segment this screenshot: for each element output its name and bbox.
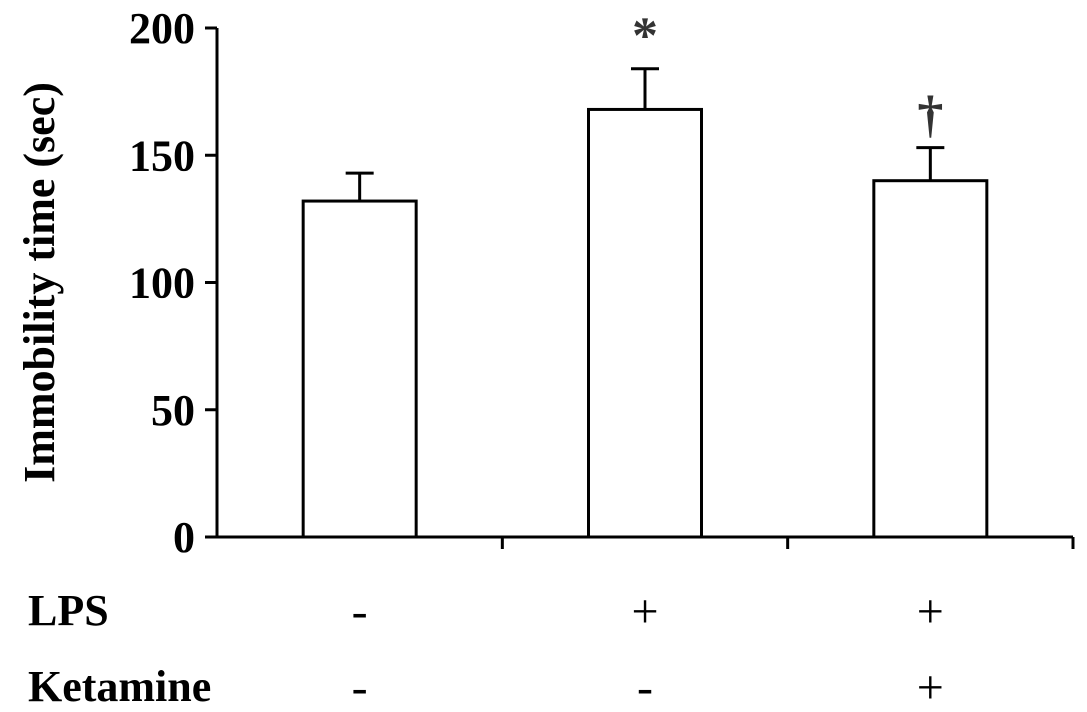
condition-sign: - — [352, 585, 368, 638]
condition-sign: + — [917, 661, 944, 712]
axes: 0 50 100 150 200 Immobility time (sec) — [15, 4, 1075, 562]
bars: *† — [301, 8, 989, 539]
bar — [872, 179, 989, 539]
bar — [301, 199, 418, 539]
y-tick-label: 150 — [129, 131, 195, 180]
condition-sign: + — [631, 585, 658, 638]
condition-sign: + — [917, 585, 944, 638]
y-tick-label: 50 — [151, 386, 195, 435]
bar — [587, 107, 703, 539]
condition-sign: - — [352, 661, 368, 712]
labels: LPS - + + Ketamine - - + — [28, 585, 944, 712]
condition-label: LPS — [28, 586, 109, 635]
condition-label: Ketamine — [28, 662, 211, 711]
y-tick-label: 100 — [129, 259, 195, 308]
significance-marker: * — [632, 8, 658, 65]
y-tick-label: 0 — [173, 513, 195, 562]
y-tick-label: 200 — [129, 4, 195, 53]
y-axis-label: Immobility time (sec) — [15, 82, 64, 483]
condition-sign: - — [637, 661, 653, 712]
significance-marker: † — [917, 87, 943, 144]
